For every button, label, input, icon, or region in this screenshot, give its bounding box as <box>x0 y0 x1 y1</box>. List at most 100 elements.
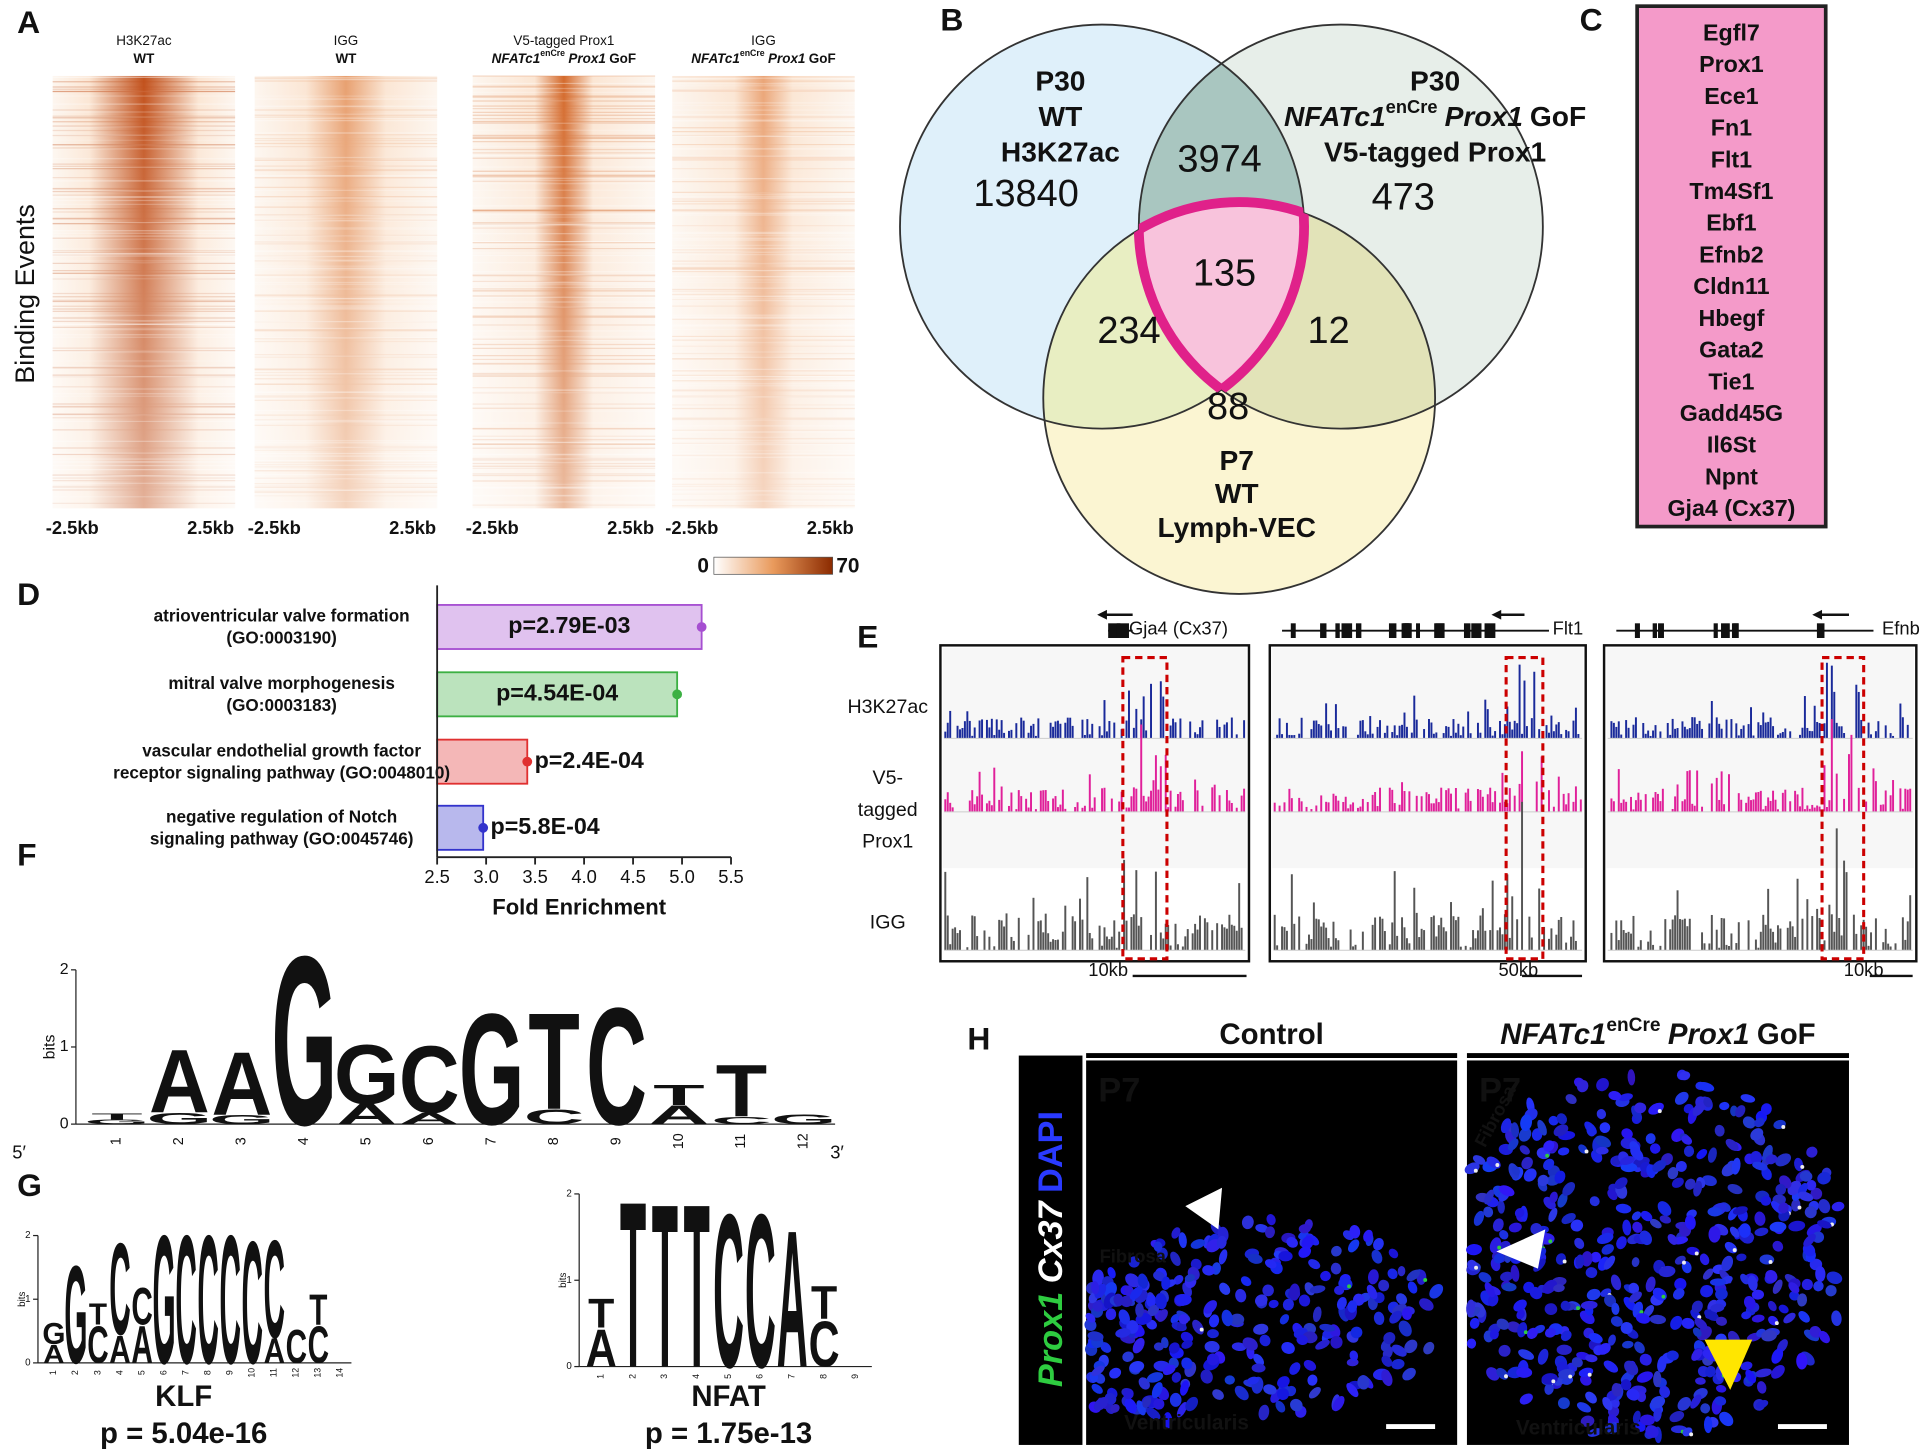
logo-letter: C <box>264 1213 285 1368</box>
nucleus <box>1203 1300 1217 1314</box>
nucleus <box>1170 1313 1180 1324</box>
p-value-label: p=2.79E-03 <box>508 612 630 638</box>
nucleus <box>1608 1091 1622 1101</box>
nucleus <box>1147 1304 1159 1317</box>
nucleus <box>1508 1222 1522 1233</box>
track-label: H3K27ac <box>847 696 928 718</box>
nucleus <box>1520 1114 1533 1131</box>
position-label: 1 <box>48 1370 58 1375</box>
nucleus <box>1674 1278 1687 1291</box>
logo-letter: T <box>588 1290 614 1336</box>
nucleus <box>1732 1206 1748 1215</box>
nucleus <box>1653 1370 1662 1388</box>
nucleus <box>1778 1202 1789 1214</box>
nucleus <box>1128 1256 1140 1268</box>
nucleus <box>1549 1191 1558 1203</box>
nucleus <box>1289 1283 1300 1301</box>
marker-dot <box>1774 1321 1779 1326</box>
x-tick-label: 3.0 <box>473 866 499 887</box>
logo-letter: A <box>264 1332 285 1371</box>
logo-letter: A <box>399 1110 460 1128</box>
position-label: 13 <box>313 1368 323 1378</box>
position-label: 1 <box>109 1137 125 1145</box>
nucleus <box>1091 1365 1105 1377</box>
logo-letter: A <box>131 1316 152 1375</box>
nucleus <box>1548 1207 1558 1222</box>
nucleus <box>1595 1146 1609 1155</box>
nucleus <box>1085 1312 1096 1323</box>
nucleus <box>1587 1428 1603 1437</box>
logo-letter: C <box>586 974 647 1161</box>
position-label: 4 <box>296 1137 312 1145</box>
track-label: Prox1 <box>862 831 913 853</box>
nucleus <box>1557 1192 1568 1208</box>
nucleus <box>1631 1257 1640 1268</box>
nucleus <box>1772 1279 1783 1294</box>
nucleus <box>1709 1278 1727 1286</box>
text-part: Prox1 <box>1445 101 1523 132</box>
nucleus <box>1533 1258 1546 1272</box>
nucleus <box>1670 1315 1683 1330</box>
nucleus <box>1263 1384 1277 1395</box>
marker-dot <box>1523 1330 1528 1335</box>
text-part: P30 <box>1410 66 1460 97</box>
nucleus <box>1803 1233 1816 1247</box>
heatmap-fade <box>254 75 438 509</box>
nucleus <box>1570 1219 1584 1232</box>
logo-letter: G <box>153 1197 176 1402</box>
nucleus <box>1289 1362 1301 1375</box>
nucleus <box>1747 1275 1758 1292</box>
text-part: enCre <box>1386 96 1438 117</box>
heatmap-fade <box>52 75 236 509</box>
stage-label: P7 <box>1098 1071 1140 1109</box>
nucleus <box>1298 1224 1311 1234</box>
nucleus <box>1675 1161 1687 1172</box>
nucleus <box>1771 1365 1785 1379</box>
stage-label: P7 <box>1479 1071 1521 1109</box>
venn-highlight <box>1138 202 1309 429</box>
nucleus <box>1731 1157 1741 1175</box>
nucleus <box>1751 1314 1765 1323</box>
nucleus <box>1575 1254 1585 1269</box>
panel-label: B <box>940 1 963 37</box>
nucleus <box>1581 1251 1593 1267</box>
track-bg <box>1272 647 1584 869</box>
nucleus <box>1542 1279 1557 1294</box>
position-label: 12 <box>796 1133 812 1149</box>
nucleus <box>1161 1276 1171 1291</box>
nucleus <box>1398 1320 1412 1337</box>
nucleus <box>1707 1147 1717 1163</box>
nucleus <box>1667 1167 1679 1180</box>
logo-letter: T <box>89 1298 108 1331</box>
heatmap-header: H3K27ac <box>116 33 172 48</box>
nucleus <box>1129 1286 1143 1300</box>
gene-name: Ebf1 <box>1706 210 1756 236</box>
logo-letter: C <box>745 1169 776 1413</box>
nucleus <box>1125 1273 1140 1288</box>
arrowhead <box>1704 1339 1753 1390</box>
gene-name: Flt1 <box>1711 146 1752 172</box>
y-tick-label: 1 <box>25 1294 30 1305</box>
nucleus <box>1178 1314 1189 1325</box>
track-label: V5- <box>873 767 903 789</box>
nucleus <box>1389 1310 1402 1324</box>
nucleus <box>1623 1296 1636 1311</box>
gene-name: Tie1 <box>1708 368 1754 394</box>
venn-set-label: P30 <box>1035 66 1085 97</box>
nucleus <box>1611 1382 1622 1397</box>
marker-dot <box>1587 1372 1592 1377</box>
text-part: GoF <box>609 50 636 65</box>
nucleus <box>1601 1244 1614 1255</box>
exon <box>1416 623 1421 638</box>
heatmap-header: V5-tagged Prox1 <box>513 33 614 48</box>
nucleus <box>1105 1308 1117 1321</box>
nucleus <box>1548 1115 1559 1126</box>
nucleus <box>1669 1411 1685 1423</box>
nucleus <box>1621 1128 1633 1139</box>
nucleus <box>1755 1368 1772 1378</box>
text-part: Prox1 <box>1032 1292 1070 1387</box>
nucleus <box>1754 1117 1765 1128</box>
nucleus <box>1510 1122 1520 1138</box>
nucleus <box>1429 1284 1444 1299</box>
